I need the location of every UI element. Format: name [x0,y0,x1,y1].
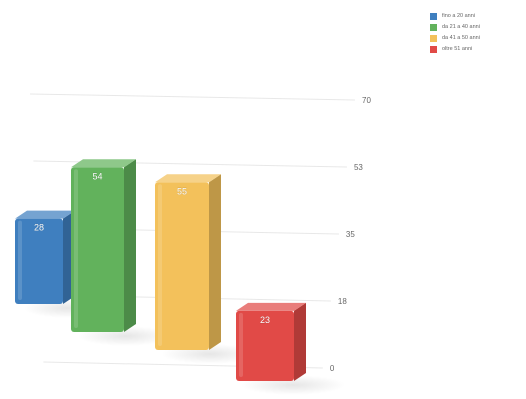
bar-front [236,310,294,381]
bar-top [155,174,221,183]
bar-highlight [239,312,243,377]
legend-item[interactable]: da 21 a 40 anni [430,22,480,32]
y-tick-label: 70 [362,96,371,105]
legend-item[interactable]: da 41 a 50 anni [430,33,480,43]
bar-top [71,159,136,168]
legend-label: da 41 a 50 anni [442,35,480,41]
legend-swatch-blue [430,12,437,20]
bar-value-label: 28 [34,223,44,233]
legend-swatch-red [430,45,437,53]
bar-front [71,167,124,332]
bar-front [155,182,209,350]
legend-swatch-yellow [430,34,437,42]
bar-side [124,159,136,332]
legend-label: fino a 20 anni [442,13,476,19]
bar[interactable]: 54 [71,159,136,332]
gridline [29,93,356,101]
legend-label: oltre 51 anni [442,46,473,52]
legend-swatch-green [430,23,437,31]
bar-value-label: 54 [92,171,102,181]
bar-side [209,174,221,350]
y-tick-label: 18 [338,297,347,306]
y-tick-label: 53 [354,163,363,172]
bar-highlight [158,184,162,346]
bar[interactable]: 55 [155,174,221,350]
bar-front [15,218,63,304]
bar-highlight [74,169,78,328]
legend-item[interactable]: fino a 20 anni [430,11,480,21]
bar-top [15,210,75,219]
y-tick-label: 35 [346,230,355,239]
legend-label: da 21 a 40 anni [442,24,480,30]
bar-top [236,302,306,311]
bar[interactable]: 28 [15,210,75,304]
y-tick-label: 0 [330,364,335,373]
bar[interactable]: 23 [236,302,306,381]
chart-legend: fino a 20 anni da 21 a 40 anni da 41 a 5… [430,11,480,55]
bar-side [294,302,306,381]
bar-value-label: 55 [177,186,187,196]
legend-item[interactable]: oltre 51 anni [430,44,480,54]
bar-value-label: 23 [260,315,270,325]
bar-highlight [18,220,22,300]
